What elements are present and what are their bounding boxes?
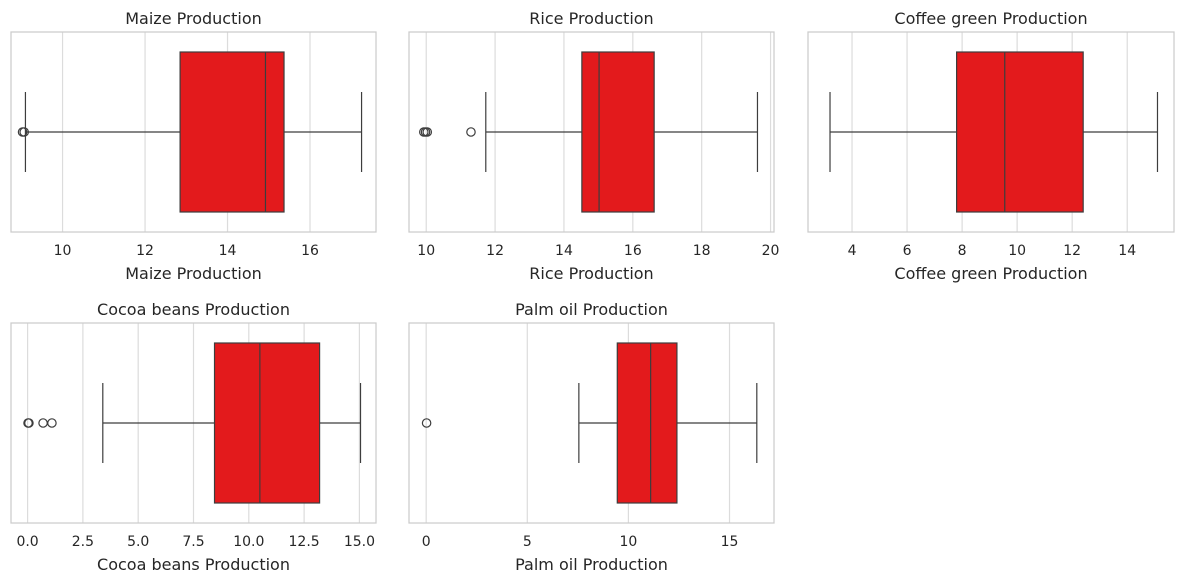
panel-title: Rice Production: [529, 9, 653, 28]
x-tick-label: 14: [1118, 243, 1136, 259]
x-tick-label: 12: [136, 243, 154, 259]
box-plot: [419, 51, 759, 213]
x-axis-label: Maize Production: [125, 264, 262, 283]
x-axis-label: Rice Production: [529, 264, 653, 283]
box-plot: [421, 342, 758, 504]
x-tick-label: 16: [301, 243, 319, 259]
x-tick-label: 14: [219, 243, 237, 259]
plot-frame: [408, 31, 775, 233]
plot-frame: [10, 31, 377, 233]
x-axis-label: Coffee green Production: [894, 264, 1087, 283]
subplot-maize: Maize Production 10 12 14 16 Maize Producti…: [10, 9, 377, 283]
x-tick-label: 16: [624, 243, 642, 259]
box-plot: [829, 51, 1159, 213]
x-tick-label: 15: [721, 534, 739, 550]
x-tick-label: 7.5: [182, 534, 204, 550]
x-tick-label: 12: [1063, 243, 1081, 259]
x-tick-label: 14: [555, 243, 573, 259]
x-tick-label: 10: [417, 243, 435, 259]
box-plot: [23, 342, 362, 504]
x-tick-label: 0: [422, 534, 431, 550]
outlier-point: [38, 418, 48, 428]
subplot-coffee-green: Coffee green Production 4 6 8 10 12 14 Coffee…: [807, 9, 1175, 283]
panel-title: Palm oil Production: [515, 300, 668, 319]
panel-title: Coffee green Production: [894, 9, 1087, 28]
outlier-point: [47, 418, 57, 428]
x-tick-labels: 10 12 14 16 18 20: [417, 243, 779, 259]
x-tick-label: 12.5: [289, 534, 320, 550]
x-tick-label: 15.0: [344, 534, 375, 550]
x-tick-label: 18: [693, 243, 711, 259]
subplot-palm-oil: Palm oil Production 0 5 10 15 Palm oil Prod…: [408, 300, 775, 574]
iqr-box: [213, 342, 321, 504]
panel-title: Maize Production: [125, 9, 262, 28]
outlier-point: [421, 418, 432, 428]
x-tick-label: 12: [486, 243, 504, 259]
x-axis-label: Cocoa beans Production: [97, 555, 290, 574]
x-tick-label: 10: [54, 243, 72, 259]
x-tick-label: 6: [903, 243, 912, 259]
outlier-point: [19, 127, 29, 137]
x-tick-label: 2.5: [72, 534, 94, 550]
x-tick-labels: 4 6 8 10 12 14: [848, 243, 1137, 259]
iqr-box: [581, 51, 655, 213]
iqr-box: [179, 51, 285, 213]
outlier-point: [24, 418, 34, 428]
iqr-box: [616, 342, 678, 504]
x-tick-label: 4: [848, 243, 857, 259]
x-tick-label: 10.0: [233, 534, 264, 550]
outlier-point: [422, 127, 433, 137]
subplot-cocoa-beans: Cocoa beans Production 0.0 2.5 5.0 7.5 10.0 1…: [10, 300, 377, 574]
x-tick-label: 10: [1008, 243, 1026, 259]
x-tick-label: 5: [523, 534, 532, 550]
x-tick-label: 20: [762, 243, 780, 259]
x-tick-label: 10: [619, 534, 637, 550]
plot-frame: [807, 31, 1175, 233]
x-tick-label: 0.0: [16, 534, 38, 550]
x-tick-label: 8: [958, 243, 967, 259]
plot-frame: [408, 322, 775, 524]
plot-frame: [10, 322, 377, 524]
x-tick-labels: 10 12 14 16: [54, 243, 319, 259]
box-plot: [17, 51, 363, 213]
subplot-rice: Rice Production 10 12 14 16 18 20 Rice Produc…: [408, 9, 779, 283]
x-axis-label: Palm oil Production: [515, 555, 668, 574]
x-tick-label: 5.0: [127, 534, 149, 550]
panel-title: Cocoa beans Production: [97, 300, 290, 319]
outlier-point: [466, 127, 476, 137]
iqr-box: [956, 51, 1084, 213]
x-tick-labels: 0 5 10 15: [422, 534, 739, 550]
x-tick-labels: 0.0 2.5 5.0 7.5 10.0 12.5 15.0: [16, 534, 375, 550]
